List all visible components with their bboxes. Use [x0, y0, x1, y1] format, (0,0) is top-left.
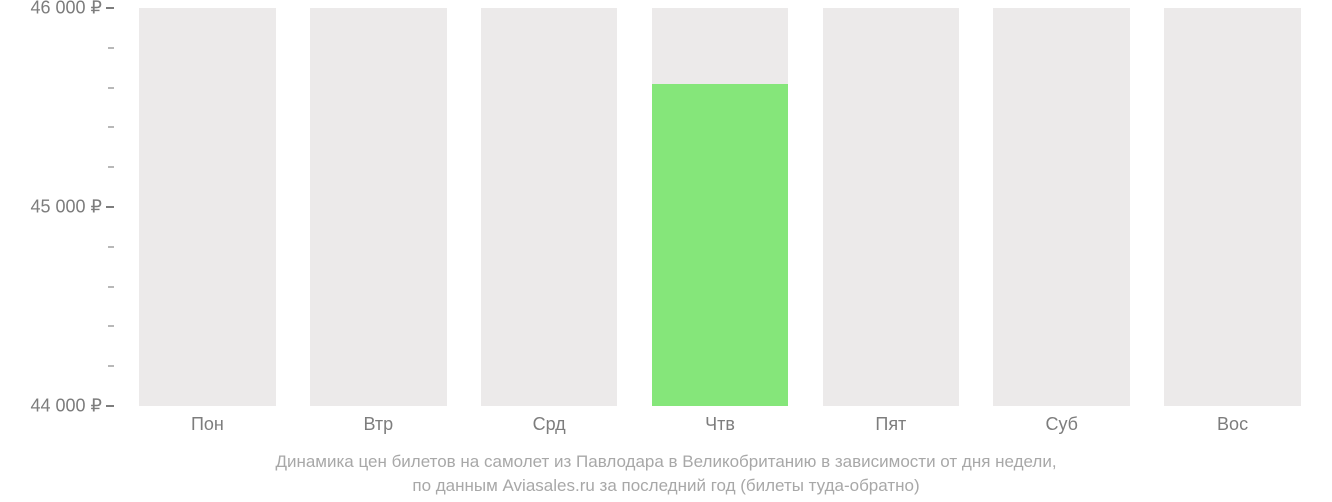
bar-slot: [139, 8, 276, 406]
bar-slot: [481, 8, 618, 406]
bar-slot: [652, 8, 789, 406]
x-tick-label: Вос: [1217, 414, 1248, 435]
y-minor-tick: [108, 365, 114, 367]
bar-slot: [1164, 8, 1301, 406]
x-tick-label: Чтв: [705, 414, 735, 435]
bar-background: [823, 8, 960, 406]
bar-fill: [652, 84, 789, 406]
bar-slot: [310, 8, 447, 406]
y-tick-label: 46 000 ₽: [30, 0, 102, 19]
bar-slot: [993, 8, 1130, 406]
x-tick-label: Суб: [1045, 414, 1078, 435]
x-tick-label: Втр: [363, 414, 393, 435]
bar-background: [481, 8, 618, 406]
y-minor-tick: [108, 126, 114, 128]
x-tick-label: Пят: [875, 414, 906, 435]
price-by-weekday-chart: 44 000 ₽45 000 ₽46 000 ₽ ПонВтрСрдЧтвПят…: [0, 0, 1332, 502]
bar-background: [310, 8, 447, 406]
bar-slot: [823, 8, 960, 406]
plot-area: [122, 8, 1318, 406]
y-minor-tick: [108, 286, 114, 288]
bar-background: [993, 8, 1130, 406]
bar-background: [139, 8, 276, 406]
x-tick-label: Срд: [533, 414, 566, 435]
y-minor-tick: [108, 47, 114, 49]
y-axis: 44 000 ₽45 000 ₽46 000 ₽: [0, 8, 120, 406]
y-major-tick: [106, 206, 114, 208]
bar-background: [1164, 8, 1301, 406]
y-minor-tick: [108, 246, 114, 248]
y-major-tick: [106, 405, 114, 407]
y-major-tick: [106, 7, 114, 9]
y-minor-tick: [108, 166, 114, 168]
y-minor-tick: [108, 325, 114, 327]
chart-caption-line2: по данным Aviasales.ru за последний год …: [0, 476, 1332, 496]
chart-caption-line1: Динамика цен билетов на самолет из Павло…: [0, 452, 1332, 472]
y-tick-label: 44 000 ₽: [30, 396, 102, 417]
y-tick-label: 45 000 ₽: [30, 197, 102, 218]
x-axis: Пон Втр Срд Чтв Пят Суб Вос: [122, 406, 1318, 446]
y-minor-tick: [108, 87, 114, 89]
x-tick-label: Пон: [191, 414, 224, 435]
